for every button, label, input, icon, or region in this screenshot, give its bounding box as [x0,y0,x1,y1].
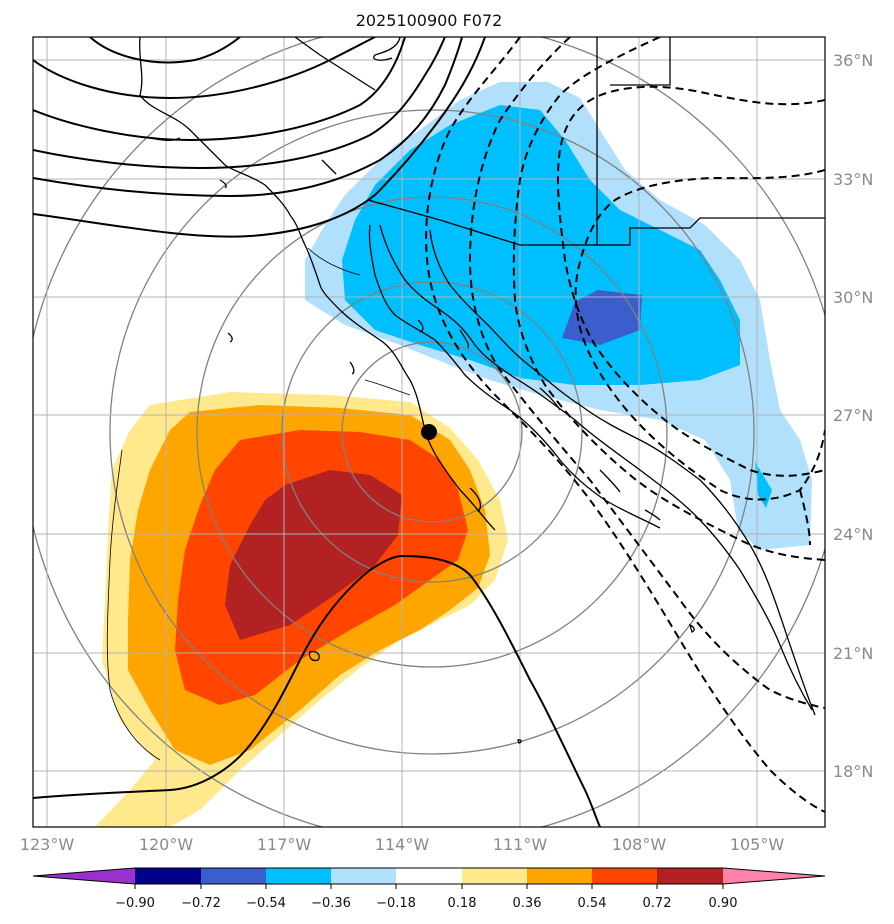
colorbar-label: −0.72 [181,896,221,911]
colorbar-label: 0.36 [513,896,542,911]
lon-label: 123°W [20,835,75,854]
solid-contours [33,37,601,827]
lon-labels: 123°W 120°W 117°W 114°W 111°W 108°W 105°… [20,835,785,854]
colorbar-label: −0.90 [115,896,155,911]
colorbar-bin [135,868,201,884]
colorbar-bin [331,868,396,884]
colorbar-bin [462,868,527,884]
colorbar-extend-high [723,868,825,884]
colorbar-label: −0.36 [311,896,351,911]
colorbar-bin [527,868,592,884]
colorbar-extend-low [33,868,135,884]
lat-label: 21°N [833,644,873,663]
lat-label: 33°N [833,170,873,189]
colorbar-bin [396,868,462,884]
colorbar-bin [592,868,657,884]
colorbar-label: −0.18 [376,896,416,911]
map-title: 2025100900 F072 [356,11,503,30]
map-frame [32,36,826,828]
storm-center-marker [421,424,437,440]
colorbar-label: 0.54 [578,896,607,911]
coastlines-borders [138,37,825,744]
lon-label: 111°W [493,835,548,854]
positive-anomaly-level-4 [225,470,402,640]
map-area [33,37,825,827]
colorbar-bin [657,868,723,884]
colorbar-label: 0.18 [448,896,477,911]
lon-label: 120°W [139,835,194,854]
negative-anomaly-level-2b [755,462,772,508]
lat-label: 36°N [833,51,873,70]
colorbar-label: −0.54 [246,896,286,911]
colorbar-label: 0.90 [709,896,738,911]
lake-outlines [106,247,411,761]
lat-labels: 36°N 33°N 30°N 27°N 24°N 21°N 18°N [833,51,873,781]
lat-label: 18°N [833,762,873,781]
lon-label: 108°W [612,835,667,854]
lon-label: 117°W [257,835,312,854]
colorbar: −0.90 −0.72 −0.54 −0.36 −0.18 0.18 0.36 … [32,867,826,911]
colorbar-bin [201,868,266,884]
lon-label: 114°W [375,835,430,854]
range-rings [33,37,825,827]
lon-label: 105°W [730,835,785,854]
colorbar-bin [266,868,331,884]
dashed-contours [425,37,825,813]
graticule [33,37,825,827]
lat-label: 24°N [833,525,873,544]
lat-label: 27°N [833,406,873,425]
colorbar-label: 0.72 [643,896,672,911]
lat-label: 30°N [833,288,873,307]
